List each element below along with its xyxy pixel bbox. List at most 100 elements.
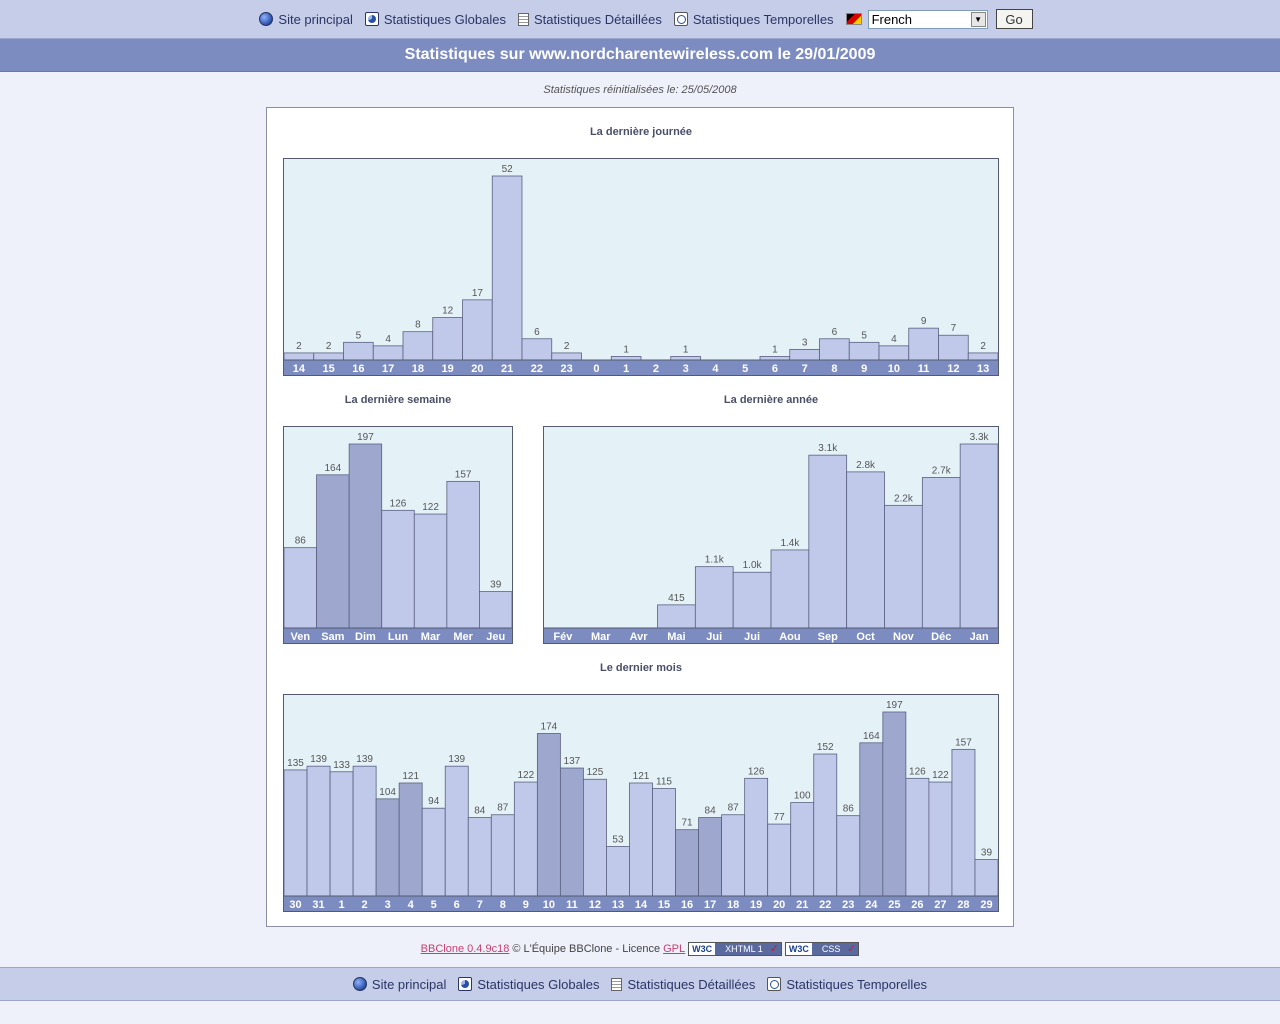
x-tick-label: 1 (339, 899, 345, 911)
bar (316, 474, 350, 629)
x-tick-label: Dim (355, 631, 376, 643)
go-button[interactable]: Go (995, 9, 1033, 29)
x-tick-label: Fév (553, 631, 573, 643)
bar-value-label: 139 (448, 754, 465, 765)
x-tick-label: 19 (442, 363, 454, 375)
bar-value-label: 6 (534, 327, 540, 338)
bar (559, 767, 584, 897)
language-select[interactable]: French ▼ (867, 9, 988, 29)
bar-value-label: 1 (772, 344, 778, 355)
x-tick-label: 4 (712, 363, 719, 375)
bar-value-label: 135 (287, 758, 304, 769)
x-tick-label: 11 (918, 363, 930, 375)
bar (848, 341, 880, 361)
nav-site-principal[interactable]: Site principal (352, 976, 447, 992)
css-badge[interactable]: W3C CSS ✓ (784, 942, 860, 956)
bbclone-link[interactable]: BBClone 0.4.9c18 (420, 943, 510, 955)
x-tick-label: 29 (980, 899, 992, 911)
nav-statistiques-temporelles[interactable]: Statistiques Temporelles (673, 11, 834, 27)
nav-statistiques-detaillees[interactable]: Statistiques Détaillées (517, 11, 662, 27)
bar (859, 742, 884, 897)
x-tick-label: Jui (706, 631, 722, 643)
x-tick-label: 24 (865, 899, 878, 911)
nav-site-principal[interactable]: Site principal (259, 11, 353, 27)
x-tick-label: 9 (523, 899, 529, 911)
x-tick-label: Jui (744, 631, 760, 643)
bar-value-label: 164 (325, 463, 342, 474)
x-tick-label: 10 (888, 363, 900, 375)
bar-value-label: 53 (612, 834, 624, 845)
xhtml-label: XHTML 1 (715, 943, 781, 955)
bar (432, 317, 463, 361)
x-tick-label: 5 (431, 899, 437, 911)
x-tick-label: 26 (911, 899, 923, 911)
bar (536, 733, 561, 897)
x-tick-label: 15 (323, 363, 335, 375)
nav-statistiques-temporelles[interactable]: Statistiques Temporelles (767, 977, 927, 992)
bar-value-label: 415 (668, 593, 685, 604)
nav-label: Statistiques Temporelles (692, 11, 834, 27)
bar (610, 356, 642, 361)
bar-value-label: 3.1k (818, 443, 838, 454)
bar-value-label: 121 (402, 771, 419, 782)
bar (698, 817, 723, 897)
x-tick-label: 21 (796, 899, 808, 911)
nav-statistiques-globales[interactable]: Statistiques Globales (364, 11, 506, 27)
bar (513, 781, 538, 897)
bar (670, 356, 701, 361)
nav-statistiques-globales[interactable]: Statistiques Globales (458, 977, 599, 992)
bar (551, 352, 582, 361)
x-tick-label: 18 (727, 899, 739, 911)
x-tick-label: 25 (888, 899, 900, 911)
chart-year: 415 1.1k 1.0k 1.4k 3.1k 2.8k 2.2k 2.7k 3.3k Fév Ma… (543, 426, 999, 644)
x-tick-label: 22 (819, 899, 831, 911)
bar (491, 175, 523, 361)
x-tick-label: 4 (408, 899, 415, 911)
x-tick-label: 17 (704, 899, 716, 911)
nav-label: Site principal (278, 11, 353, 27)
x-tick-label: Déc (931, 631, 951, 643)
bar (928, 781, 953, 897)
bar-value-label: 133 (333, 760, 350, 771)
xhtml-badge[interactable]: W3C XHTML 1 ✓ (688, 942, 782, 956)
nav-statistiques-detaillees[interactable]: Statistiques Détaillées (611, 977, 755, 992)
x-tick-label: 20 (471, 363, 483, 375)
bar (721, 814, 746, 897)
bar-value-label: 126 (748, 766, 765, 777)
bar (283, 352, 315, 361)
bar (836, 815, 861, 897)
clock-icon (767, 977, 782, 991)
bar (951, 748, 976, 897)
chart-title-month: Le dernier mois (600, 662, 682, 674)
bar-value-label: 3 (802, 337, 808, 348)
nav-label: Statistiques Globales (383, 11, 506, 27)
bar (921, 477, 961, 629)
bar-value-label: 9 (921, 316, 927, 327)
bar (759, 356, 791, 361)
charts-panel: La dernière journée 2 2 5 4 8 12 17 52 6 2 1 1 1 3 6 5 4… (266, 107, 1014, 927)
chevron-down-icon[interactable]: ▼ (970, 11, 986, 27)
x-tick-label: 16 (352, 363, 364, 375)
x-tick-label: Ven (290, 631, 310, 643)
bar (908, 327, 939, 361)
bar (467, 817, 492, 897)
bar (878, 345, 910, 361)
x-tick-label: Mar (421, 631, 441, 643)
bar-value-label: 1.4k (780, 538, 800, 549)
bar-value-label: 197 (357, 432, 374, 443)
bar-value-label: 126 (909, 766, 926, 777)
bar-value-label: 1 (683, 344, 689, 355)
bar-value-label: 125 (587, 767, 604, 778)
x-tick-label: 8 (500, 899, 506, 911)
footer-credit: BBClone 0.4.9c18 © L'Équipe BBClone - Li… (0, 939, 1280, 959)
bar-value-label: 157 (955, 737, 972, 748)
x-tick-label: Jeu (486, 631, 505, 643)
bar (352, 765, 377, 897)
bar-value-label: 115 (656, 777, 672, 788)
nav-label: Statistiques Détaillées (533, 11, 662, 27)
gpl-link[interactable]: GPL (663, 943, 686, 955)
top-nav: Site principal Statistiques Globales Sta… (0, 0, 1280, 39)
nav-label: Site principal (371, 976, 447, 992)
bar (819, 338, 850, 361)
x-tick-label: 11 (566, 899, 578, 911)
